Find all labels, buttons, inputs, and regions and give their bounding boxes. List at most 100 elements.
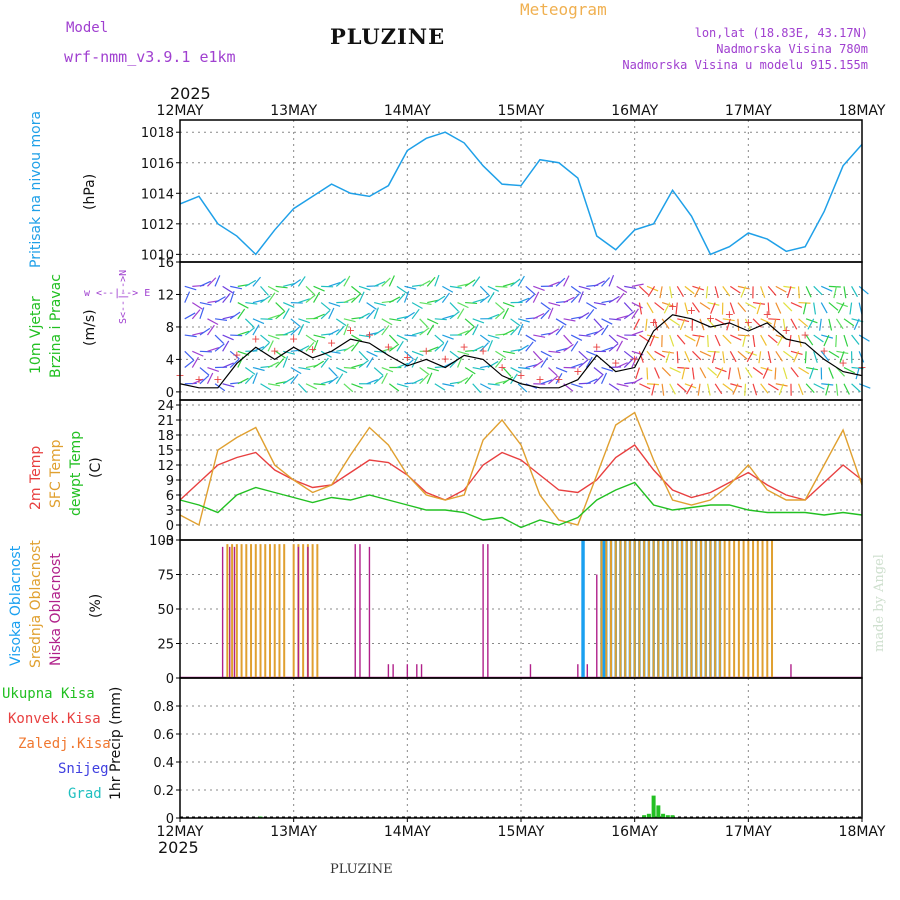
wind-arrow <box>434 295 446 304</box>
wind-arrow <box>502 302 515 308</box>
wind-arrow <box>563 318 576 322</box>
wind-gust-marker: + <box>232 349 241 362</box>
wind-arrow <box>726 318 731 331</box>
wind-arrow <box>563 275 570 287</box>
wind-arrow <box>335 373 344 385</box>
wind-arrow <box>313 313 325 320</box>
wind-arrow <box>457 302 469 309</box>
wind-arrow <box>366 378 379 385</box>
wind-arrow <box>457 308 465 320</box>
wind-arrow <box>517 323 524 336</box>
wind-arrow <box>525 363 538 369</box>
wind-arrow <box>343 323 349 336</box>
x-tick-label-top: 17MAY <box>725 103 772 119</box>
wind-arrow <box>616 383 629 388</box>
wind-arrow <box>396 334 409 341</box>
wind-arrow <box>373 328 385 336</box>
wind-arrow <box>472 276 481 287</box>
wind-arrow <box>767 334 778 344</box>
precip-total-label: Ukupna Kisa <box>2 686 95 702</box>
wind-arrow <box>320 302 331 311</box>
wind-arrow <box>752 301 766 305</box>
wind-arrow <box>343 275 351 287</box>
wind-arrow <box>465 301 478 305</box>
wind-arrow <box>555 373 563 385</box>
wind-arrow <box>358 350 368 361</box>
wind-arrow <box>381 372 388 385</box>
wind-arrow <box>449 302 459 312</box>
wind-arrow <box>692 285 705 291</box>
wind-arrow <box>775 383 788 387</box>
wind-arrow <box>790 350 803 355</box>
year-bottom: 2025 <box>158 838 199 857</box>
wind-arrow <box>654 350 666 358</box>
wind-arrow <box>786 286 792 299</box>
wind-arrow <box>820 302 828 314</box>
wind-arrow <box>532 291 540 303</box>
wind-arrow <box>358 359 369 369</box>
precip-frozen-label: Zaledj.Kisa <box>18 736 111 752</box>
wind-arrow <box>343 366 356 370</box>
precip-bar <box>646 813 651 818</box>
wind-arrow <box>777 334 784 346</box>
wind-arrow <box>533 334 546 338</box>
wind-arrow <box>593 301 606 306</box>
wind-arrow <box>237 377 249 385</box>
wind-arrow <box>707 350 720 353</box>
wind-arrow <box>722 383 733 392</box>
wind-arrow <box>775 350 783 362</box>
wind-arrow <box>570 334 583 341</box>
wind-y-tick-label: 8 <box>166 321 174 336</box>
wind-arrow <box>525 285 536 295</box>
wind-arrow <box>639 383 651 390</box>
sfc-temp-line <box>179 411 863 527</box>
wind-arrow <box>649 334 656 347</box>
wind-arrow <box>305 383 318 390</box>
wind-arrow <box>571 363 583 369</box>
wind-arrow <box>774 367 777 380</box>
wind-arrow <box>760 286 766 298</box>
wind-arrow <box>184 334 197 338</box>
wind-arrow <box>600 372 608 385</box>
wind-arrow <box>358 312 370 320</box>
wind-arrow <box>199 367 210 376</box>
wind-arrow <box>298 318 310 324</box>
wind-arrow <box>222 315 235 320</box>
wind-arrow <box>691 302 700 313</box>
wind-arrow <box>191 309 201 320</box>
wind-arrow <box>282 308 290 320</box>
wind-gust-marker: + <box>838 357 847 370</box>
wind-arrow <box>396 340 404 352</box>
wind-arrow <box>214 275 221 287</box>
wind-arrow <box>275 285 288 289</box>
model-label: Model <box>66 20 109 36</box>
wind-arrow <box>533 312 545 320</box>
wind-arrow <box>442 334 454 340</box>
wind-arrow <box>707 383 711 396</box>
wind-arrow <box>707 335 709 348</box>
wind-gust-marker: + <box>516 369 525 382</box>
wind-arrow <box>389 296 401 304</box>
wind-arrow <box>260 295 271 304</box>
wind-arrow <box>313 383 326 386</box>
wind-arrow <box>758 351 762 364</box>
wind-arrow <box>449 350 460 359</box>
wind-arrow <box>328 376 339 385</box>
wind-arrow <box>548 375 559 385</box>
wind-arrow <box>517 297 530 304</box>
wind-arrow <box>298 298 310 304</box>
wind-arrow <box>797 286 800 299</box>
wind-arrow <box>752 334 756 348</box>
x-tick-label-top: 13MAY <box>270 103 317 119</box>
clouds-y-tick-label: 0 <box>166 672 174 687</box>
precip-y-tick-label: 0.6 <box>153 728 174 743</box>
wind-arrow <box>207 366 220 373</box>
wind-arrow <box>411 356 419 368</box>
wind-arrow <box>805 383 815 394</box>
wind-arrow <box>343 318 356 323</box>
footer-station: PLUZINE <box>330 862 393 877</box>
wind-arrow <box>805 286 812 298</box>
wind-arrow <box>837 302 845 314</box>
wind-arrow <box>654 367 660 379</box>
wind-arrow <box>297 383 308 393</box>
